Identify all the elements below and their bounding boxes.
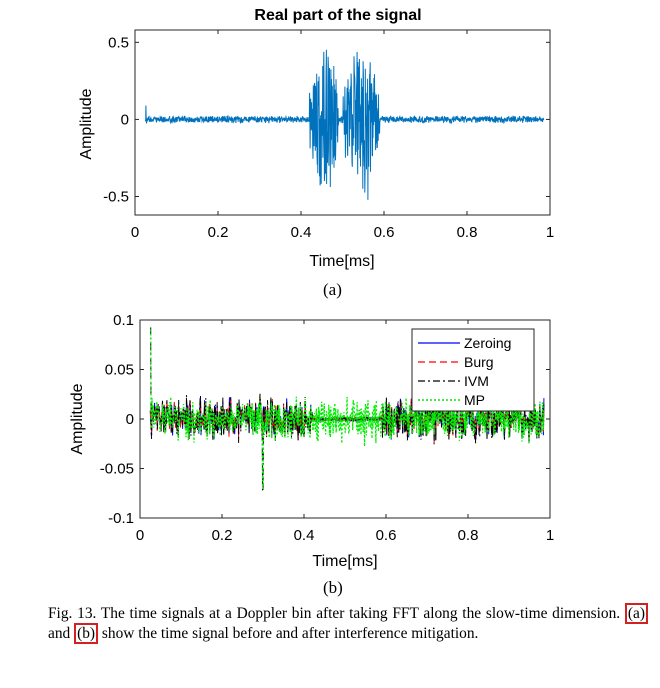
chart1-ytick-label: -0.5: [103, 189, 129, 206]
chart1-xtick-label: 0: [131, 224, 139, 241]
chart2-axes-box: [139, 319, 551, 519]
chart2-xtick-label: 0.6: [376, 527, 397, 544]
chart1-series-line: [144, 49, 545, 200]
caption-text-1: Fig. 13. The time signals at a Doppler b…: [48, 605, 625, 622]
chart1-xtick-label: 0.4: [291, 224, 312, 241]
chart2-xtick-label: 0.4: [294, 527, 315, 544]
chart2-legend: Zeroing Burg IVM MP: [411, 328, 535, 412]
chart2-ytick-label: -0.1: [108, 510, 134, 527]
chart2-ytick-label: 0.1: [113, 312, 134, 329]
legend-label-mp: MP: [464, 392, 485, 408]
chart1-series: [144, 49, 545, 200]
figure-caption: Fig. 13. The time signals at a Doppler b…: [48, 603, 648, 644]
chart1-ytick-label: 0.5: [108, 34, 129, 51]
caption-text-3: show the time signal before and after in…: [98, 625, 479, 642]
chart1-xtick-label: 1: [546, 224, 554, 241]
subfigure-label-a: (a): [323, 280, 342, 299]
chart1-axes-box: [134, 29, 551, 216]
caption-text-2: and: [48, 625, 75, 642]
chart1-xtick-label: 0.6: [374, 224, 395, 241]
ref-link-a[interactable]: (a): [624, 603, 648, 624]
chart2-ticks: 0 0.2 0.4 0.6 0.8 1 -0.1 -0.05 0 0.05 0.1: [100, 312, 554, 544]
chart2-ytick-label: 0.05: [105, 362, 134, 379]
chart2-xtick-label: 0.2: [212, 527, 233, 544]
ref-link-b[interactable]: (b): [74, 623, 99, 644]
chart2-xlabel: Time[ms]: [312, 553, 377, 570]
chart2-ylabel: Amplitude: [69, 383, 86, 454]
figure: Real part of the signal 0 0.2 0.4 0.6 0.8 1 -0…: [69, 7, 554, 570]
legend-label-ivm: IVM: [464, 373, 489, 389]
legend-label-burg: Burg: [464, 354, 494, 370]
chart2-ytick-label: 0: [126, 411, 134, 428]
chart1-ylabel: Amplitude: [78, 88, 95, 159]
chart2-series-mp: [150, 329, 545, 489]
chart2-xtick-label: 0.8: [458, 527, 479, 544]
chart2-ytick-label: -0.05: [100, 461, 134, 478]
subfigure-label-b: (b): [323, 578, 343, 597]
chart-mitigated: 0 0.2 0.4 0.6 0.8 1 -0.1 -0.05 0 0.05 0.1 Time[ms]…: [69, 312, 554, 570]
legend-label-zeroing: Zeroing: [464, 335, 511, 351]
chart-real-part: Real part of the signal 0 0.2 0.4 0.6 0.8 1 -0…: [78, 7, 554, 270]
chart1-xlabel: Time[ms]: [309, 253, 374, 270]
chart2-xtick-label: 0: [136, 527, 144, 544]
chart1-xtick-label: 0.8: [457, 224, 478, 241]
chart1-xtick-label: 0.2: [208, 224, 229, 241]
chart2-xtick-label: 1: [546, 527, 554, 544]
chart1-title: Real part of the signal: [254, 7, 421, 24]
chart1-ytick-label: 0: [121, 111, 129, 128]
